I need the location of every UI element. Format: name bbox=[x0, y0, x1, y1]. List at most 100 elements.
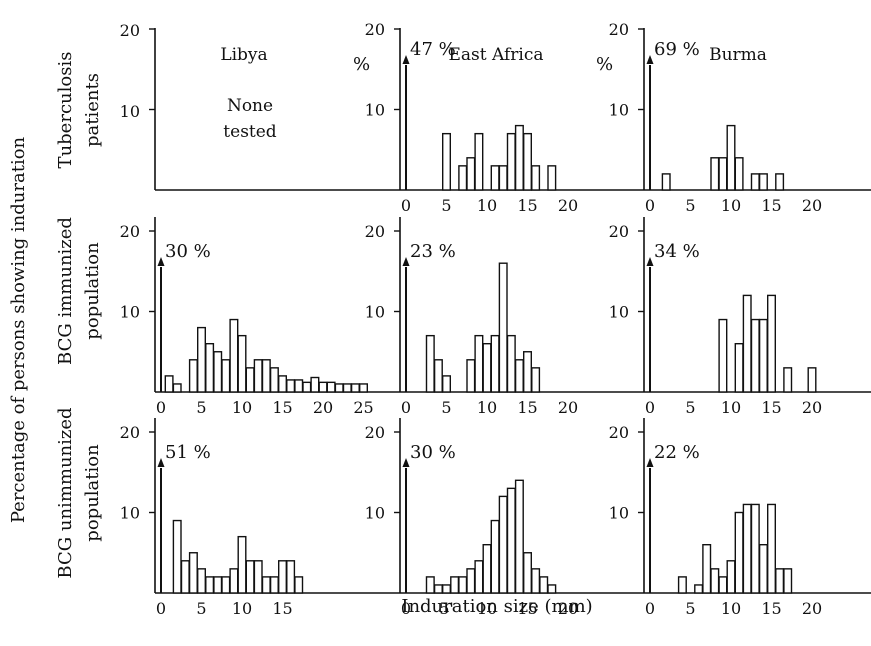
x-tick-label: 15 bbox=[761, 398, 781, 417]
histogram-bar bbox=[506, 487, 516, 594]
histogram-bar bbox=[253, 359, 263, 393]
x-tick-label: 5' bbox=[439, 599, 454, 618]
histogram-bar bbox=[474, 560, 484, 594]
zero-bar-label: 34 % bbox=[654, 241, 700, 262]
y-tick-label: 10 bbox=[609, 303, 629, 322]
x-tick-label: 15 bbox=[761, 599, 781, 618]
zero-bar-arrow bbox=[402, 458, 410, 467]
x-tick-label: 20 bbox=[558, 196, 578, 215]
x-tick-label: 10 bbox=[721, 196, 741, 215]
x-tick-label: 20 bbox=[313, 398, 333, 417]
histogram-bar bbox=[498, 495, 508, 594]
histogram-bar bbox=[734, 157, 744, 191]
y-axis-title: Percentage of persons showing induration bbox=[8, 136, 29, 523]
y-tick-label: 20 bbox=[120, 21, 140, 40]
histogram-bar bbox=[261, 576, 271, 594]
histogram-bar bbox=[490, 334, 500, 393]
histogram-bar bbox=[775, 568, 785, 594]
histogram-bar bbox=[172, 383, 182, 393]
col-title-east-africa: East Africa bbox=[449, 45, 544, 65]
histogram-bar bbox=[767, 503, 777, 594]
histogram-bar bbox=[514, 479, 524, 594]
x-tick-label: 20 bbox=[802, 398, 822, 417]
y-tick-label: 10 bbox=[609, 101, 629, 120]
histogram-bar bbox=[726, 124, 736, 191]
histogram-bar bbox=[498, 262, 508, 393]
panel-2-1: 10 20 0 5' 10 15 20 30 % bbox=[365, 423, 579, 618]
x-tick-label: 15 bbox=[272, 398, 292, 417]
histogram-bar bbox=[196, 326, 206, 393]
histogram-bar bbox=[205, 576, 215, 594]
histogram-bar bbox=[677, 576, 687, 594]
x-tick-label: 15 bbox=[517, 599, 537, 618]
histogram-bar bbox=[458, 576, 468, 594]
histogram-bar bbox=[718, 157, 728, 191]
x-tick-label: 5 bbox=[685, 599, 695, 618]
histogram-bar bbox=[531, 367, 541, 393]
row-title-tb-line2: patients bbox=[82, 73, 103, 147]
x-tick-label: 0 bbox=[156, 599, 166, 618]
histogram-bar bbox=[531, 165, 541, 191]
histogram-bar bbox=[442, 132, 452, 191]
histogram-bar bbox=[547, 165, 557, 191]
zero-bar-label: 47 % bbox=[410, 39, 456, 60]
histogram-bar bbox=[326, 381, 336, 393]
x-tick-label: 10 bbox=[477, 196, 497, 215]
histogram-bar bbox=[474, 334, 484, 393]
histogram-bar bbox=[807, 367, 817, 393]
x-tick-label: 15 bbox=[761, 196, 781, 215]
histogram-bar bbox=[498, 165, 508, 191]
histogram-bar bbox=[758, 544, 768, 594]
histogram-bar bbox=[514, 124, 524, 191]
histogram-bar bbox=[718, 576, 728, 594]
x-tick-label: 15 bbox=[272, 599, 292, 618]
percent-unit-row1-col1: % bbox=[353, 54, 370, 75]
row-title-unbcg-line1: BCG unimmunized bbox=[55, 407, 76, 578]
row-title-tb-line1: Tuberculosis bbox=[55, 52, 76, 169]
histogram-bar bbox=[213, 576, 223, 594]
x-tick-label: 0 bbox=[645, 599, 655, 618]
x-tick-label: 0 bbox=[645, 398, 655, 417]
histogram-bar bbox=[294, 379, 304, 393]
x-tick-label: 5 bbox=[441, 196, 451, 215]
x-tick-label: 5 bbox=[685, 196, 695, 215]
y-tick-label: 10 bbox=[365, 504, 385, 523]
histogram-bar bbox=[750, 318, 760, 393]
y-tick-label: 10 bbox=[120, 303, 140, 322]
x-tick-label: 5 bbox=[685, 398, 695, 417]
histogram-bar bbox=[458, 165, 468, 191]
x-tick-label: 10 bbox=[477, 599, 497, 618]
y-tick-label: 20 bbox=[365, 20, 385, 39]
zero-bar-arrow bbox=[157, 458, 165, 467]
zero-bar-arrow bbox=[157, 257, 165, 266]
histogram-bar bbox=[342, 383, 352, 393]
histogram-bar bbox=[359, 383, 369, 393]
histogram-bar bbox=[539, 576, 549, 594]
histogram-bar bbox=[425, 576, 435, 594]
histogram-bar bbox=[278, 375, 288, 393]
histogram-bar bbox=[547, 584, 557, 594]
histogram-bar bbox=[523, 351, 533, 393]
x-tick-label: 20 bbox=[802, 599, 822, 618]
panel-2-2: 10 20 0 5 10 15 20 22 % bbox=[609, 423, 823, 618]
histogram-bar bbox=[531, 568, 541, 594]
zero-bar-label: 51 % bbox=[165, 442, 211, 463]
x-tick-label: 15 bbox=[517, 196, 537, 215]
x-tick-label: 5 bbox=[196, 599, 206, 618]
histogram-bar bbox=[466, 157, 476, 191]
histogram-bar bbox=[490, 165, 500, 191]
histogram-bar bbox=[286, 379, 296, 393]
none-tested-line1: None bbox=[227, 96, 273, 116]
histogram-bar bbox=[702, 544, 712, 594]
col-title-libya: Libya bbox=[220, 45, 267, 65]
x-tick-label: 10 bbox=[232, 599, 252, 618]
zero-bar-label: 30 % bbox=[410, 442, 456, 463]
histogram-bar bbox=[334, 383, 344, 393]
histogram-bar bbox=[466, 359, 476, 393]
y-tick-label: 20 bbox=[609, 423, 629, 442]
histogram-bar bbox=[734, 511, 744, 594]
histogram-bar bbox=[442, 375, 452, 393]
histogram-bar bbox=[229, 568, 239, 594]
y-tick-label: 20 bbox=[609, 222, 629, 241]
